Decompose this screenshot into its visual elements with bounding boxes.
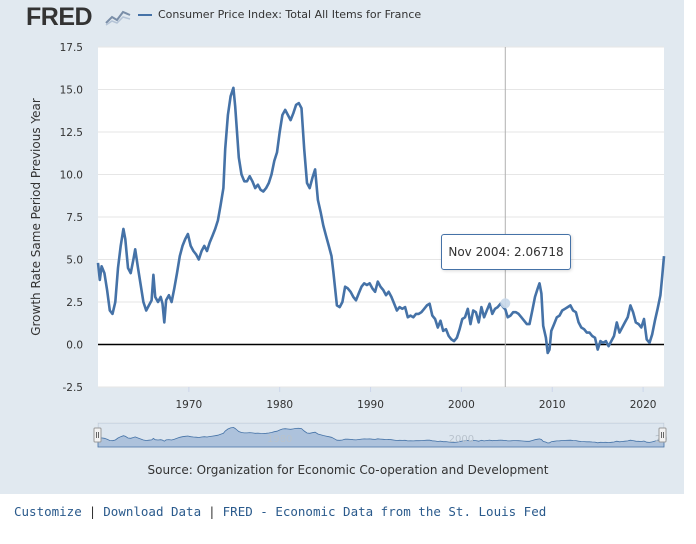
footer-separator: | (88, 504, 97, 519)
x-tick-label: 2020 (630, 399, 657, 411)
fred-logo[interactable]: FRED (26, 3, 93, 32)
series-line-cpi-france[interactable] (96, 86, 666, 355)
x-axis-ticks: 1970 1980 1990 2000 2010 2020 (175, 387, 656, 411)
legend-label: Consumer Price Index: Total All Items fo… (158, 8, 422, 21)
y-tick-label: 5.0 (66, 255, 83, 267)
footer-separator: | (208, 504, 216, 519)
tooltip: Nov 2004: 2.06718 (441, 234, 571, 270)
legend-swatch (138, 13, 152, 16)
source-note: Source: Organization for Economic Co-ope… (147, 463, 549, 477)
y-tick-label: 12.5 (60, 127, 83, 139)
hover-marker (500, 298, 511, 309)
y-axis-ticks: 17.5 15.0 12.5 10.0 7.5 5.0 2.5 0.0 -2.5 (60, 42, 83, 394)
y-tick-label: 2.5 (66, 297, 83, 309)
navigator-handle-left[interactable] (93, 427, 102, 443)
chart-svg: 17.5 15.0 12.5 10.0 7.5 5.0 2.5 0.0 -2.5 1970 198… (29, 42, 668, 448)
navigator-handle-right[interactable] (658, 427, 667, 443)
x-tick-label: 1980 (266, 399, 293, 411)
x-tick-label: 2000 (448, 399, 475, 411)
y-tick-label: 7.5 (66, 212, 83, 224)
logo-text: FRED (26, 3, 93, 31)
gridlines (98, 46, 664, 388)
customize-link[interactable]: Customize (14, 504, 82, 519)
x-tick-label: 2010 (539, 399, 566, 411)
y-tick-label: 15.0 (60, 85, 83, 97)
navigator-label: 1980 (267, 434, 292, 445)
y-tick-label: 0.0 (66, 340, 83, 352)
navigator-selection[interactable] (98, 423, 664, 447)
fred-chart-icon (105, 8, 131, 26)
y-tick-label: 10.0 (60, 170, 83, 182)
navigator-label: 2000 (449, 434, 474, 445)
y-tick-label: 17.5 (60, 42, 83, 54)
x-tick-label: 1990 (357, 399, 384, 411)
y-tick-label: -2.5 (63, 382, 84, 394)
x-tick-label: 1970 (175, 399, 202, 411)
download-data-link[interactable]: Download Data (103, 504, 202, 519)
tooltip-value: 2.06718 (514, 245, 564, 259)
chart-legend[interactable]: Consumer Price Index: Total All Items fo… (138, 8, 421, 21)
y-axis-label: Growth Rate Same Period Previous Year (29, 98, 43, 336)
navigator-area (97, 426, 665, 448)
footer-links: Customize | Download Data | FRED - Economic … (14, 504, 546, 519)
fred-home-link[interactable]: FRED - Economic Data from the St. Louis … (222, 504, 547, 519)
tooltip-label: Nov 2004: (448, 245, 511, 259)
